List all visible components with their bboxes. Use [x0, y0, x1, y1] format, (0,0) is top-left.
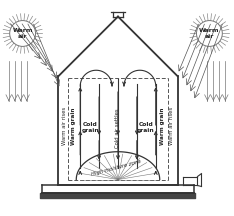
Text: Warm grain: Warm grain [71, 107, 76, 145]
Text: Warm air rises: Warm air rises [62, 107, 67, 145]
Text: Warm
air: Warm air [199, 28, 220, 39]
Text: Warm air rises: Warm air rises [169, 107, 174, 145]
Text: Cold
grain: Cold grain [81, 122, 99, 133]
Text: Warm
air: Warm air [12, 28, 33, 39]
Circle shape [197, 21, 222, 46]
Text: High moisture zone: High moisture zone [91, 159, 142, 177]
Text: Warm grain: Warm grain [160, 107, 165, 145]
Text: Cold
grain: Cold grain [137, 122, 155, 133]
Text: Cold air settles: Cold air settles [116, 108, 121, 148]
Circle shape [10, 21, 36, 46]
